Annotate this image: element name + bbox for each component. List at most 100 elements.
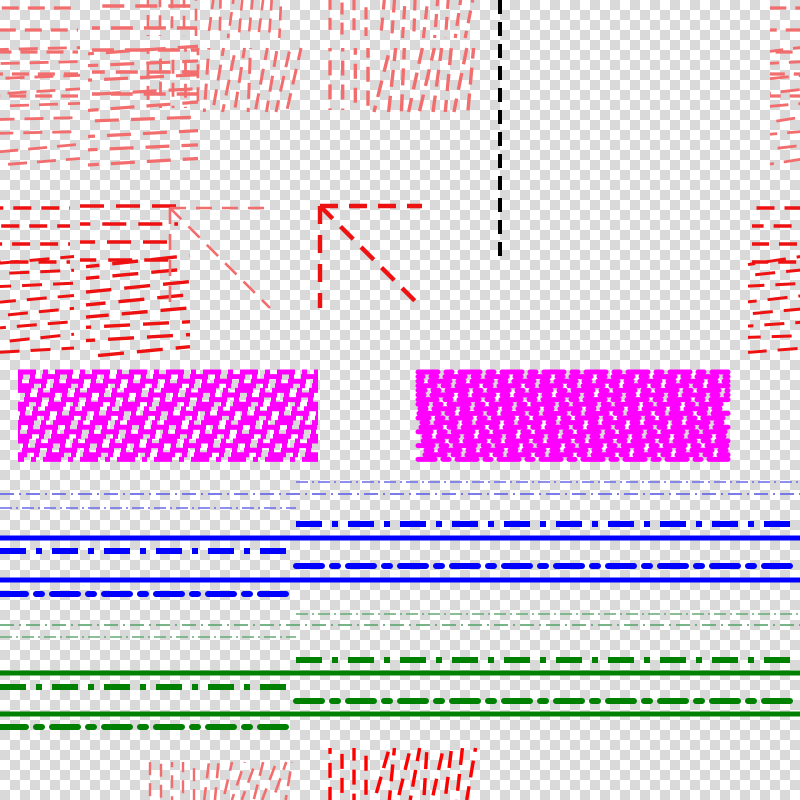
dashed-line — [0, 116, 81, 121]
dashed-line — [406, 47, 424, 113]
dashed-line — [747, 268, 800, 277]
dashed-line — [372, 47, 392, 113]
dashed-line — [211, 47, 226, 113]
dashed-line — [0, 306, 75, 318]
dashed-line — [466, 47, 476, 113]
dashed-line — [769, 144, 800, 151]
red-vertical-dash-cluster — [146, 48, 200, 108]
dashed-line — [240, 761, 257, 800]
dashed-line — [390, 0, 397, 39]
dashed-line — [421, 0, 430, 39]
dashed-line — [0, 142, 81, 154]
dashed-line — [87, 44, 199, 56]
dashed-line — [256, 0, 265, 39]
dashed-line — [0, 46, 81, 51]
dashed-line — [0, 346, 75, 354]
dashed-line — [237, 0, 244, 39]
dashed-line — [747, 294, 800, 304]
dashed-line — [260, 761, 278, 800]
dashed-line — [0, 281, 75, 289]
dashed-line — [412, 0, 417, 39]
corner-diagonal — [169, 207, 271, 309]
dashed-line — [87, 143, 199, 152]
dashed-line — [87, 129, 199, 139]
dashed-line — [252, 761, 265, 800]
dashed-line — [226, 0, 235, 39]
red-vertical-dash-cluster — [206, 0, 283, 39]
red-horizontal-dash-cluster — [0, 206, 70, 264]
dashed-line — [85, 267, 191, 281]
dashed-line — [85, 279, 191, 294]
dashed-line — [372, 747, 391, 800]
dashed-line — [417, 47, 437, 113]
dashed-line — [747, 346, 800, 354]
dashed-line — [232, 47, 247, 113]
dashed-line — [769, 46, 800, 53]
dashed-line — [452, 47, 469, 113]
dashed-line — [0, 87, 81, 96]
dashed-line — [202, 47, 211, 113]
dashed-line — [221, 47, 238, 113]
dashed-line — [454, 747, 465, 800]
dashed-line — [218, 0, 222, 39]
dashed-line — [0, 320, 75, 330]
dashed-line — [443, 0, 450, 39]
green-line-bank — [0, 613, 800, 730]
dashed-line — [0, 254, 75, 265]
dashed-line — [422, 747, 429, 800]
dashed-line — [747, 334, 800, 339]
dashed-line — [85, 306, 191, 319]
dashed-line — [443, 747, 454, 800]
dashed-line — [433, 0, 440, 39]
dashed-line — [0, 130, 81, 135]
dashed-line — [87, 87, 199, 97]
red-horizontal-dash-cluster — [0, 254, 75, 354]
dashed-line — [387, 747, 397, 800]
dashed-line — [443, 47, 453, 113]
dashed-line — [0, 268, 75, 276]
dashed-line — [85, 292, 191, 307]
dashed-line — [463, 0, 475, 39]
red-horizontal-dash-cluster — [80, 204, 178, 262]
red-vertical-dash-cluster — [328, 0, 368, 36]
blue-line-bank — [0, 481, 800, 597]
dashed-line — [85, 344, 191, 359]
red-vertical-dash-cluster — [202, 761, 294, 800]
magenta-block-left — [18, 369, 318, 462]
dashed-line — [274, 47, 292, 113]
dashed-line — [769, 157, 800, 166]
dashed-line — [221, 761, 234, 800]
red-corner-path — [168, 206, 271, 309]
dashed-line — [246, 47, 252, 113]
dashed-line — [87, 156, 199, 167]
red-vertical-dash-cluster — [372, 747, 478, 800]
dashed-line — [453, 0, 463, 39]
dashed-line — [87, 73, 199, 82]
magenta-block-right — [415, 369, 731, 462]
dashed-line — [769, 74, 800, 81]
dashed-line — [399, 47, 407, 113]
dashed-line — [769, 115, 800, 124]
dashed-line — [769, 60, 800, 65]
dashed-line — [230, 761, 247, 800]
dashed-line — [769, 88, 800, 95]
dashed-line — [85, 332, 191, 343]
dashed-line — [430, 747, 446, 800]
dashed-line — [264, 47, 279, 113]
dashed-line — [0, 101, 81, 108]
red-vertical-dash-cluster — [372, 47, 476, 113]
dashed-line — [747, 320, 800, 328]
red-vertical-dash-cluster — [146, 0, 198, 36]
red-horizontal-dash-cluster — [0, 6, 78, 98]
dashed-line — [747, 255, 800, 267]
dashed-line — [87, 59, 199, 68]
dashed-line — [85, 253, 191, 269]
dashed-line — [87, 115, 199, 123]
corner-diagonal — [318, 204, 424, 310]
red-horizontal-dash-cluster — [752, 206, 800, 264]
red-dash-grid-mid — [0, 204, 800, 359]
dashed-line — [400, 0, 407, 39]
dashed-line — [465, 747, 478, 800]
